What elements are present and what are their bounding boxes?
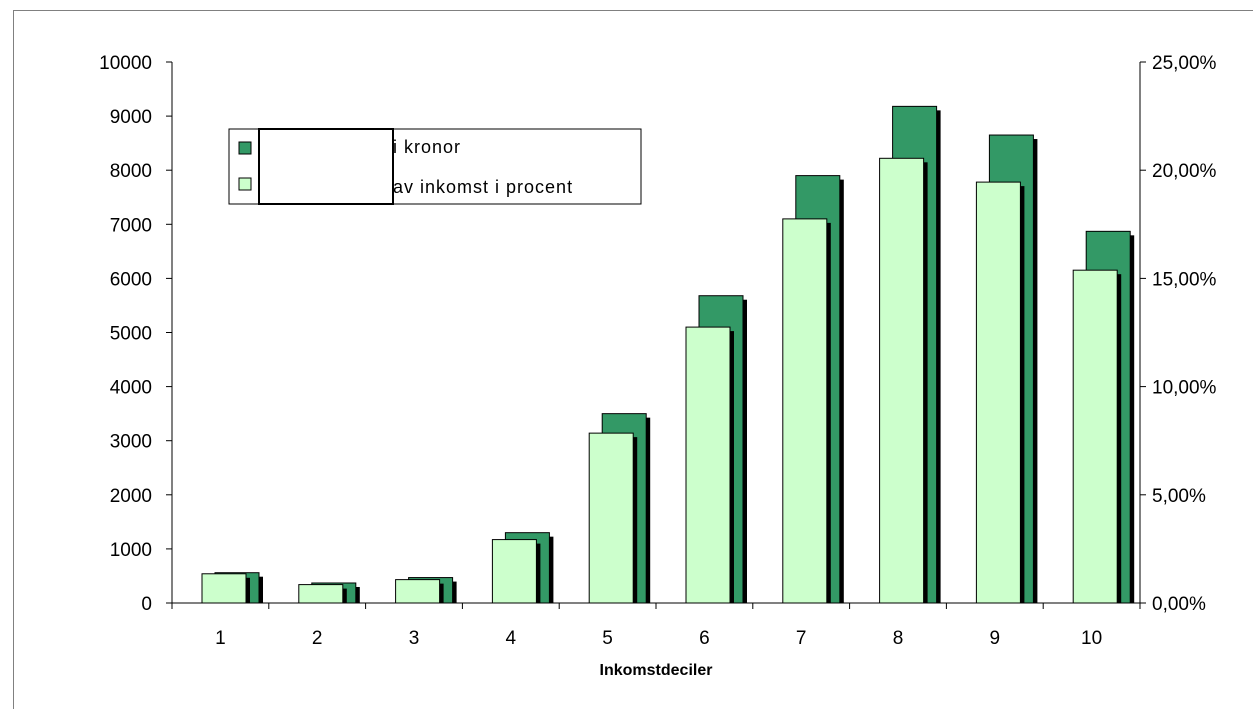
left-tick-label: 8000 [110, 161, 152, 182]
left-tick-label: 5000 [110, 324, 152, 345]
x-tick-label: 7 [796, 628, 807, 649]
left-tick-labels: 0 1000 2000 3000 4000 5000 6000 7000 8000 9000 100… [99, 53, 172, 615]
x-tick-label: 6 [699, 628, 710, 649]
x-tick-label: 2 [312, 628, 323, 649]
left-tick-label: 1000 [110, 540, 152, 561]
bar-procent [686, 327, 730, 603]
left-tick-label: 2000 [110, 486, 152, 507]
x-tick-label: 9 [990, 628, 1001, 649]
left-tick-label: 3000 [110, 432, 152, 453]
bar-procent [880, 158, 924, 603]
x-tick-label: 4 [506, 628, 517, 649]
x-tick-label: 10 [1081, 628, 1102, 649]
bar-procent [396, 580, 440, 603]
x-tick-label: 3 [409, 628, 420, 649]
right-tick-label: 5,00% [1152, 486, 1206, 507]
legend: i kronor av inkomst i procent [229, 129, 641, 204]
bar-procent [589, 433, 633, 603]
left-tick-label: 6000 [110, 269, 152, 290]
left-tick-label: 7000 [110, 215, 152, 236]
legend-swatch-i-kronor [239, 142, 251, 154]
right-tick-label: 25,00% [1152, 53, 1217, 74]
right-tick-label: 10,00% [1152, 378, 1217, 399]
legend-label-i-kronor: i kronor [393, 137, 461, 157]
x-axis-title: Inkomstdeciler [600, 662, 713, 679]
x-tick-label: 8 [893, 628, 904, 649]
legend-swatch-av-inkomst-i-procent [239, 178, 251, 190]
bar-procent [783, 219, 827, 603]
left-tick-label: 0 [141, 594, 152, 615]
legend-inner-box [259, 129, 393, 204]
left-tick-label: 4000 [110, 378, 152, 399]
right-tick-label: 20,00% [1152, 161, 1217, 182]
bar-procent [1073, 270, 1117, 603]
x-tick-label: 5 [602, 628, 613, 649]
bar-procent [299, 585, 343, 603]
bar-procent [202, 574, 246, 603]
x-tick-labels: 1 2 3 4 5 6 7 8 9 10 [172, 603, 1140, 649]
legend-label-av-inkomst-i-procent: av inkomst i procent [393, 177, 573, 197]
right-tick-label: 15,00% [1152, 269, 1217, 290]
right-tick-labels: 0,00% 5,00% 10,00% 15,00% 20,00% 25,00% [1140, 53, 1217, 615]
x-tick-label: 1 [215, 628, 226, 649]
left-tick-label: 10000 [99, 53, 152, 74]
bar-procent [492, 540, 536, 603]
left-tick-label: 9000 [110, 107, 152, 128]
right-tick-label: 0,00% [1152, 594, 1206, 615]
bar-procent [976, 182, 1020, 603]
